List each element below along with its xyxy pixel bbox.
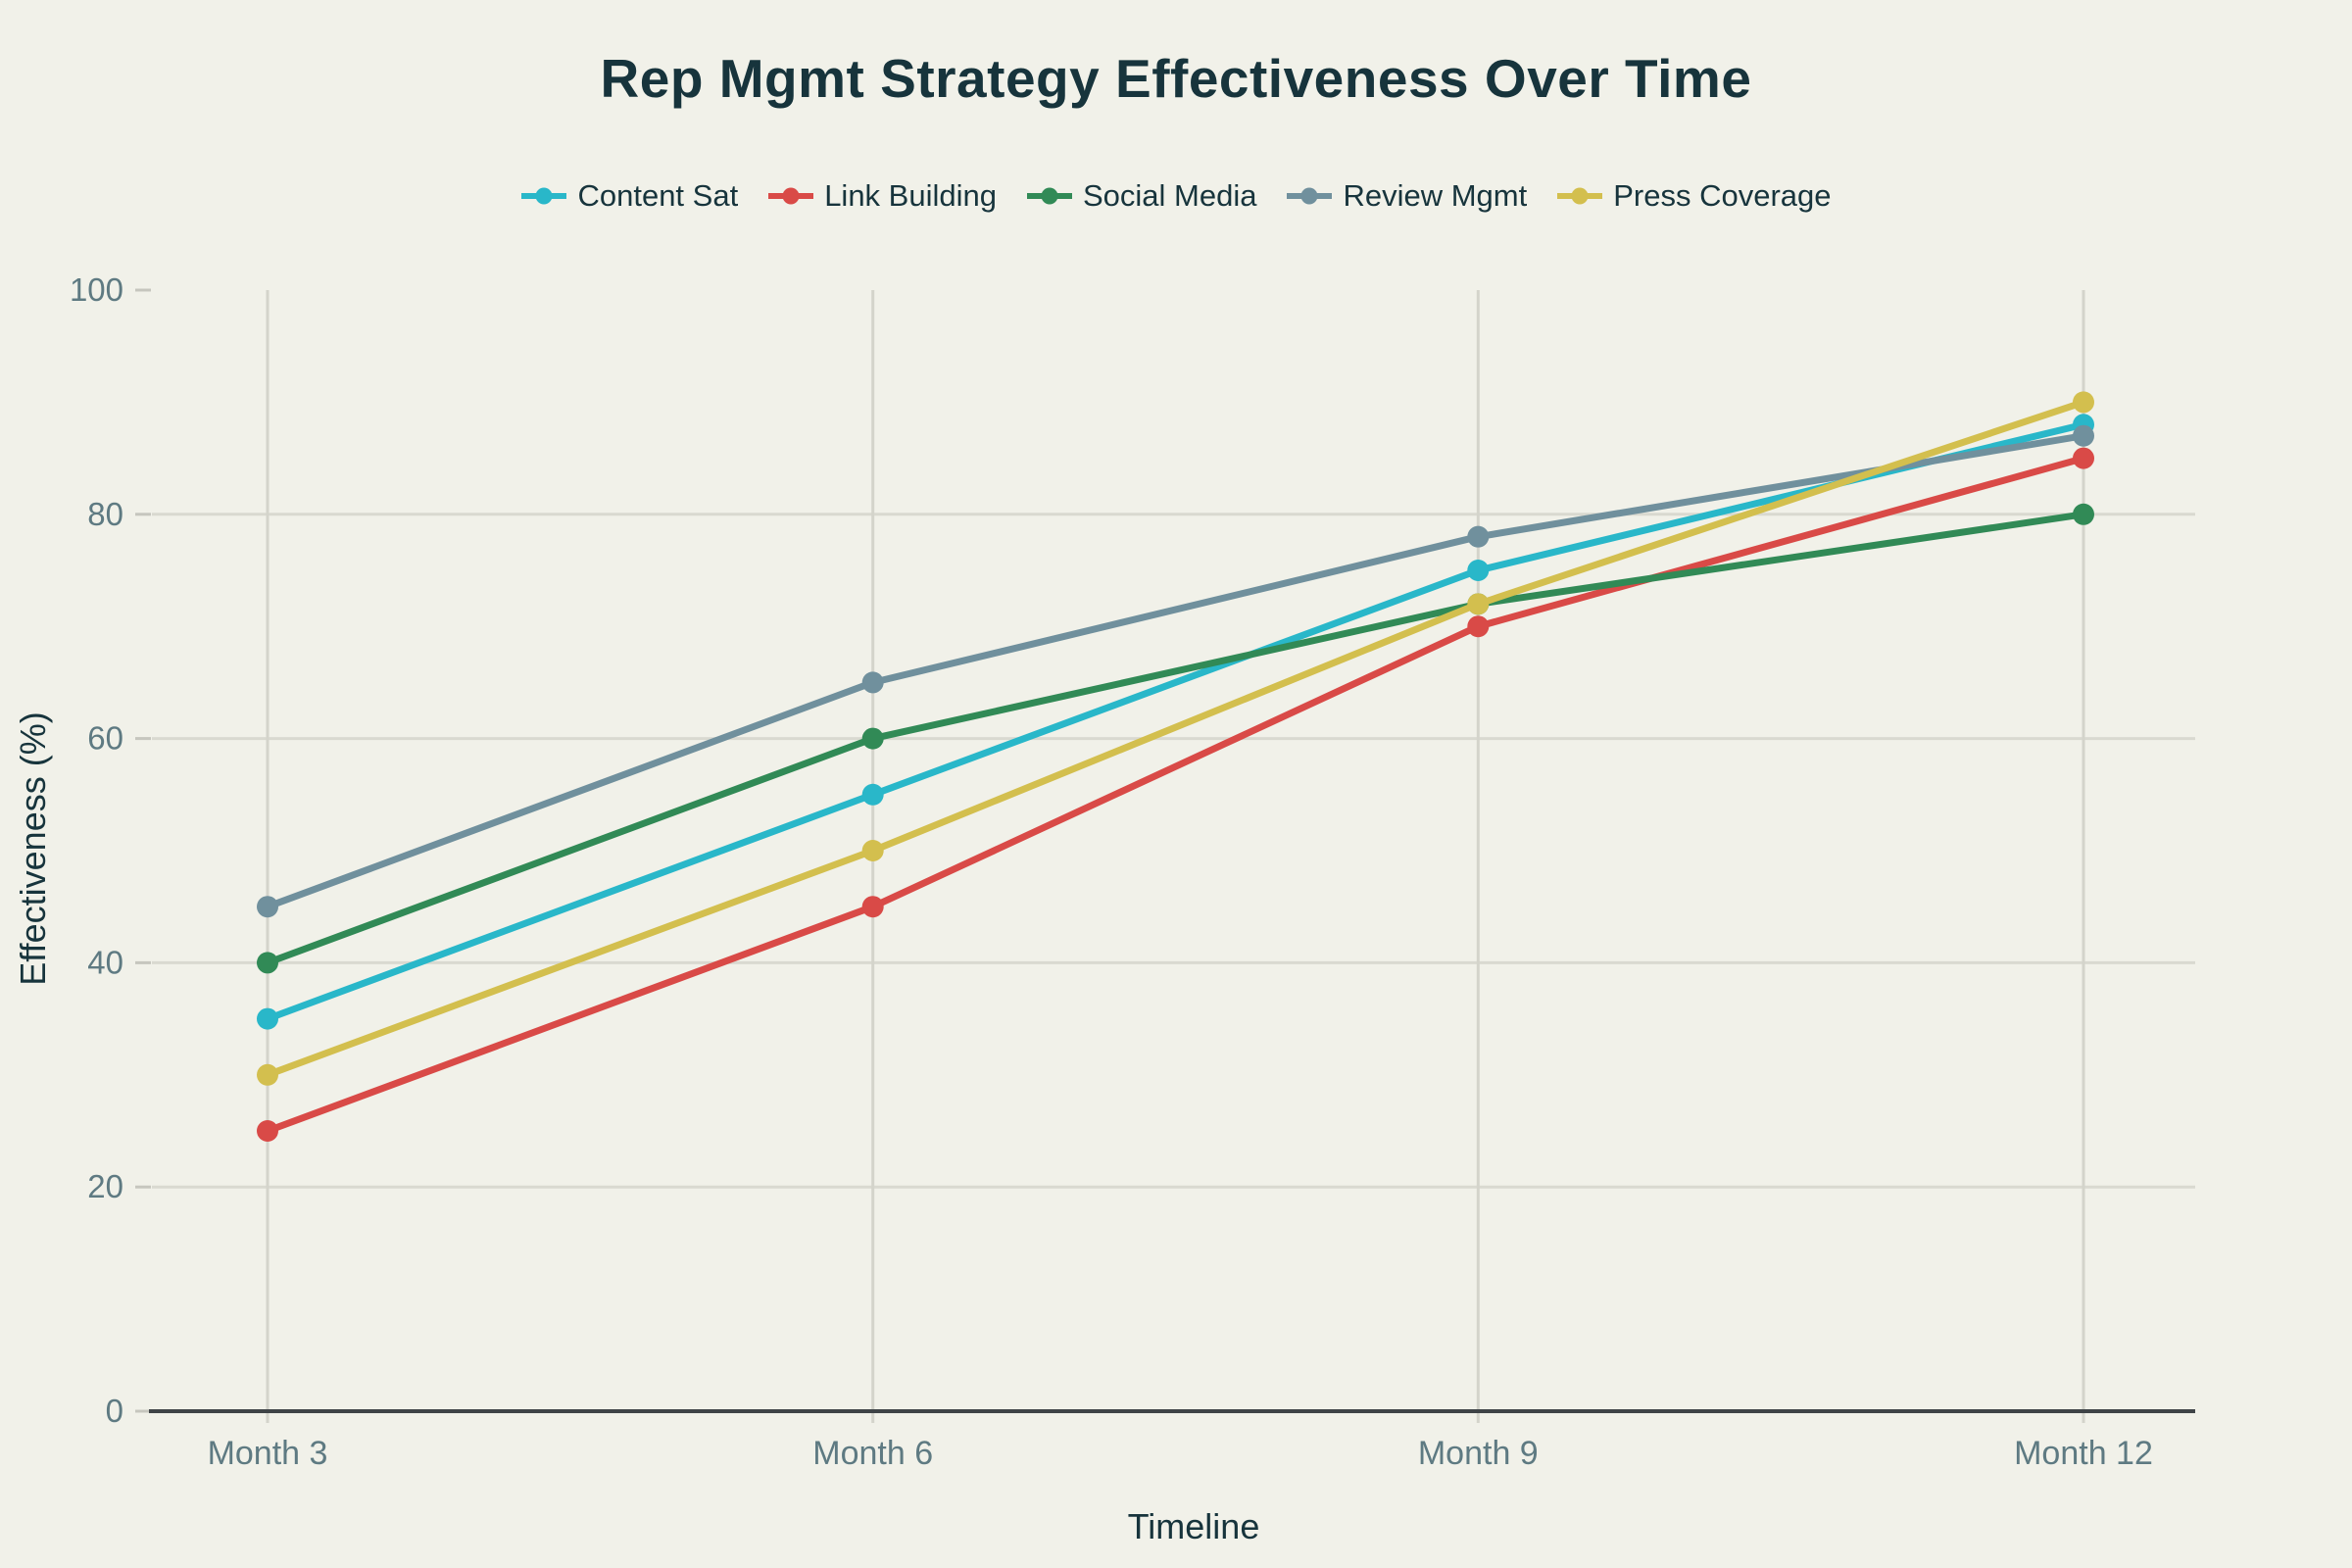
data-point-press-coverage (257, 1063, 278, 1086)
legend-marker-icon (1287, 187, 1333, 205)
y-tick-label: 100 (70, 271, 123, 308)
series-line-social-media (264, 511, 2087, 966)
y-tick-label: 80 (87, 496, 123, 532)
y-tick-label: 40 (87, 944, 123, 980)
legend-item-content-sat[interactable]: Content Sat (520, 178, 738, 214)
data-point-social-media (257, 952, 278, 974)
legend-marker-icon (768, 187, 814, 205)
legend-item-label: Content Sat (577, 178, 739, 213)
legend-item-label: Press Coverage (1613, 178, 1832, 213)
data-point-press-coverage (861, 840, 884, 861)
series-line-link-building (264, 455, 2087, 1135)
series-line-content-sat (264, 420, 2087, 1023)
legend-item-label: Link Building (824, 178, 997, 213)
legend-marker-icon (1026, 187, 1072, 205)
y-axis-title: Effectiveness (%) (13, 711, 53, 986)
series-line-review-mgmt (264, 432, 2087, 910)
data-point-content-sat (1467, 560, 1490, 581)
data-point-content-sat (257, 1007, 278, 1030)
legend-item-social-media[interactable]: Social Media (1026, 178, 1256, 214)
data-point-social-media (2073, 503, 2094, 525)
data-point-review-mgmt (2073, 424, 2094, 447)
x-tick-label: Month 3 (208, 1435, 328, 1472)
data-point-link-building (257, 1120, 278, 1142)
legend-marker-icon (521, 187, 567, 205)
data-point-review-mgmt (861, 671, 884, 694)
series-line-press-coverage (264, 398, 2087, 1079)
legend-marker-icon (1557, 187, 1603, 205)
x-tick-label: Month 12 (2014, 1435, 2153, 1472)
data-point-press-coverage (1467, 593, 1490, 615)
data-point-review-mgmt (1467, 525, 1490, 548)
data-point-social-media (861, 727, 884, 750)
data-point-content-sat (861, 783, 884, 806)
y-tick-label: 60 (87, 720, 123, 757)
x-tick-label: Month 6 (812, 1435, 933, 1472)
x-axis-title: Timeline (1127, 1506, 1260, 1546)
y-tick-label: 20 (87, 1168, 123, 1204)
legend-item-link-building[interactable]: Link Building (767, 178, 997, 214)
data-point-review-mgmt (257, 896, 278, 918)
y-tick-label: 0 (106, 1393, 123, 1429)
data-point-press-coverage (2073, 391, 2094, 414)
data-point-link-building (861, 896, 884, 918)
legend: Content Sat Link Building Social Media Revi… (0, 178, 2352, 214)
data-point-link-building (1467, 615, 1490, 638)
legend-item-label: Social Media (1082, 178, 1257, 213)
legend-item-review-mgmt[interactable]: Review Mgmt (1286, 178, 1527, 214)
legend-item-press-coverage[interactable]: Press Coverage (1556, 178, 1832, 214)
legend-item-label: Review Mgmt (1343, 178, 1528, 213)
x-tick-label: Month 9 (1418, 1435, 1539, 1472)
chart-title: Rep Mgmt Strategy Effectiveness Over Tim… (600, 48, 1752, 109)
data-point-link-building (2073, 447, 2094, 469)
